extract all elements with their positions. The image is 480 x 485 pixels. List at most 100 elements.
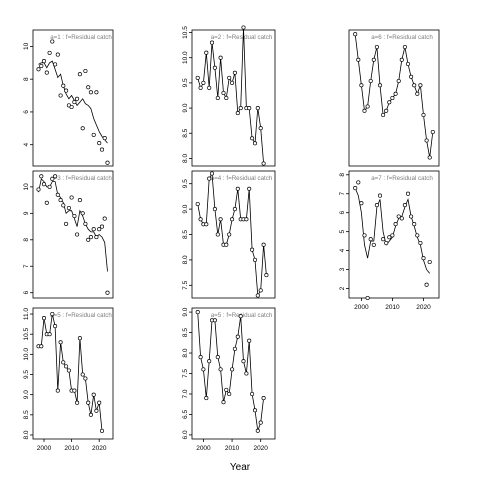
data-point xyxy=(99,428,105,433)
panel-7: a=5 : f=Residual catch 8.0 8.5 9.0 9.5 10.0 10… xyxy=(23,308,114,452)
data-point xyxy=(80,126,85,131)
panel-title: a=2 : f=Residual catch xyxy=(211,34,273,41)
data-point xyxy=(230,367,235,372)
panel-title: a=5 : f=Residual catch xyxy=(50,312,112,319)
data-point xyxy=(232,346,237,351)
y-tick-label: 8.5 xyxy=(23,410,30,419)
x-axis-title: Year xyxy=(230,462,251,473)
data-point xyxy=(198,355,203,360)
data-point xyxy=(418,240,423,246)
data-point xyxy=(53,324,58,329)
data-point xyxy=(215,95,220,101)
y-tick-label: 8.5 xyxy=(182,328,189,337)
y-tick-label: 8.0 xyxy=(182,255,189,264)
y-tick-label: 8 xyxy=(23,77,30,81)
panel-frame xyxy=(348,170,440,299)
y-tick-label: 8.5 xyxy=(182,128,189,137)
data-point xyxy=(235,334,240,339)
x-tick-label: 2020 xyxy=(416,304,431,311)
data-point xyxy=(218,55,223,60)
data-point xyxy=(195,201,200,207)
panel-title: a=4 : f=Residual catch xyxy=(211,175,273,182)
data-point xyxy=(207,85,212,90)
data-point xyxy=(47,184,52,189)
data-point xyxy=(102,136,107,141)
panel-frame xyxy=(32,29,114,167)
fitted-line xyxy=(38,60,108,144)
data-point xyxy=(99,147,105,152)
data-point xyxy=(412,83,417,88)
fitted-line xyxy=(197,312,264,431)
data-point xyxy=(91,392,96,397)
data-point xyxy=(424,138,429,143)
x-tick-label: 2000 xyxy=(196,445,211,452)
data-point xyxy=(377,193,383,198)
data-point xyxy=(258,288,263,293)
data-point xyxy=(91,227,96,232)
data-point xyxy=(41,316,47,321)
panel-frame xyxy=(191,307,276,440)
data-point xyxy=(224,95,229,101)
y-tick-label: 3 xyxy=(339,267,346,271)
x-tick-label: 2020 xyxy=(253,445,268,452)
data-point xyxy=(72,100,77,105)
data-point xyxy=(80,211,85,216)
data-point xyxy=(359,201,364,206)
data-point xyxy=(252,141,258,146)
y-tick-label: 4 xyxy=(23,143,30,147)
y-tick-label: 9.0 xyxy=(182,307,189,316)
data-point xyxy=(405,61,411,67)
panel-frame xyxy=(32,170,114,299)
data-point xyxy=(41,59,47,64)
x-tick-label: 2020 xyxy=(92,445,107,452)
data-point xyxy=(250,391,255,397)
data-point xyxy=(72,388,77,393)
data-point xyxy=(36,187,41,192)
data-point xyxy=(88,412,93,417)
data-point xyxy=(75,232,80,237)
data-point xyxy=(58,93,63,98)
data-point xyxy=(402,44,407,50)
panel-1: a=1 : f=Residual catch 4 6 8 10 xyxy=(23,29,114,167)
data-point xyxy=(230,217,235,222)
data-point xyxy=(39,344,44,349)
data-point xyxy=(247,186,252,191)
y-tick-label: 9.5 xyxy=(182,78,189,87)
fitted-line xyxy=(38,178,108,272)
data-point xyxy=(47,50,52,55)
data-point xyxy=(224,242,229,247)
data-point xyxy=(241,359,246,364)
y-tick-label: 4 xyxy=(339,248,346,252)
data-point xyxy=(409,74,414,79)
data-point xyxy=(427,155,432,160)
data-point xyxy=(53,174,58,179)
data-point xyxy=(371,242,376,247)
data-point xyxy=(421,112,426,118)
data-point xyxy=(356,180,361,185)
data-point xyxy=(255,106,260,111)
panel-frame xyxy=(191,29,276,167)
data-point xyxy=(91,132,96,137)
data-point xyxy=(362,108,367,113)
data-point xyxy=(55,388,60,393)
y-tick-label: 9.0 xyxy=(182,204,189,213)
y-tick-label: 6 xyxy=(339,211,346,215)
data-point xyxy=(64,88,69,93)
data-point xyxy=(47,332,52,337)
panel-title: a=1 : f=Residual catch xyxy=(50,34,112,41)
data-point xyxy=(221,400,226,405)
fitted-line xyxy=(354,187,431,274)
panel-5: a=4 : f=Residual catch 7.5 8.0 8.5 9.0 9.5 xyxy=(182,170,276,299)
data-point xyxy=(381,112,386,118)
data-point xyxy=(250,136,255,141)
data-point xyxy=(83,376,88,381)
data-point xyxy=(77,198,82,203)
x-tick-label: 2010 xyxy=(225,445,240,452)
panel-frame xyxy=(191,170,276,299)
data-point xyxy=(50,176,55,181)
data-point xyxy=(50,39,55,44)
data-point xyxy=(227,232,232,237)
y-tick-label: 10 xyxy=(23,42,30,50)
y-tick-label: 9.0 xyxy=(182,103,189,112)
data-point xyxy=(58,340,63,345)
